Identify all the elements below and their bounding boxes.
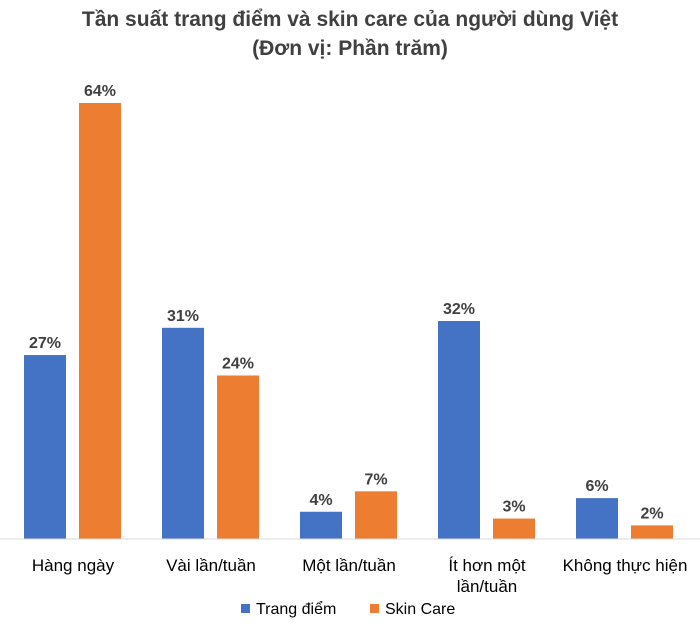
chart-title: Tần suất trang điểm và skin care của ngư… (82, 8, 618, 31)
bar-skin-care-0 (79, 103, 121, 539)
category-label-2: Một lần/tuần (302, 556, 396, 575)
bar-trang-diem-2 (300, 511, 342, 539)
data-label-skin-care-1: 24% (222, 356, 254, 373)
category-label-3-line-1: lần/tuần (457, 577, 518, 596)
data-label-skin-care-0: 64% (84, 83, 116, 100)
bar-skin-care-4 (631, 525, 673, 539)
bar-trang-diem-0 (24, 355, 66, 539)
data-label-trang-diem-2: 4% (309, 492, 332, 509)
legend-swatch-trang-diem (241, 604, 250, 613)
legend-label-trang-diem: Trang điểm (256, 600, 336, 618)
data-label-trang-diem-3: 32% (443, 301, 475, 318)
category-label-0: Hàng ngày (32, 556, 115, 575)
category-label-1: Vài lần/tuần (166, 556, 256, 575)
category-labels-group: Hàng ngày Vài lần/tuần Một lần/tuần Ít hơn … (32, 556, 688, 596)
data-label-trang-diem-4: 6% (585, 478, 608, 495)
data-label-skin-care-2: 7% (364, 471, 387, 488)
data-label-trang-diem-0: 27% (29, 335, 61, 352)
data-label-skin-care-4: 2% (640, 505, 663, 522)
category-label-4: Không thực hiện (563, 556, 688, 575)
legend: Trang điểm Skin Care (241, 600, 455, 618)
category-label-3-line-0: Ít hơn một (448, 556, 526, 575)
legend-swatch-skin-care (370, 604, 379, 613)
chart-subtitle: (Đơn vị: Phần trăm) (252, 37, 448, 60)
data-label-skin-care-3: 3% (502, 499, 525, 516)
data-label-trang-diem-1: 31% (167, 308, 199, 325)
legend-label-skin-care: Skin Care (385, 601, 455, 618)
bar-skin-care-2 (355, 491, 397, 539)
bar-trang-diem-4 (576, 498, 618, 539)
bar-trang-diem-3 (438, 321, 480, 539)
bars-group (24, 103, 673, 539)
bar-skin-care-1 (217, 375, 259, 539)
data-labels-group: 27% 64% 31% 24% 4% 7% 32% 3% 6% 2% (29, 83, 664, 522)
bar-skin-care-3 (493, 518, 535, 539)
bar-trang-diem-1 (162, 327, 204, 539)
